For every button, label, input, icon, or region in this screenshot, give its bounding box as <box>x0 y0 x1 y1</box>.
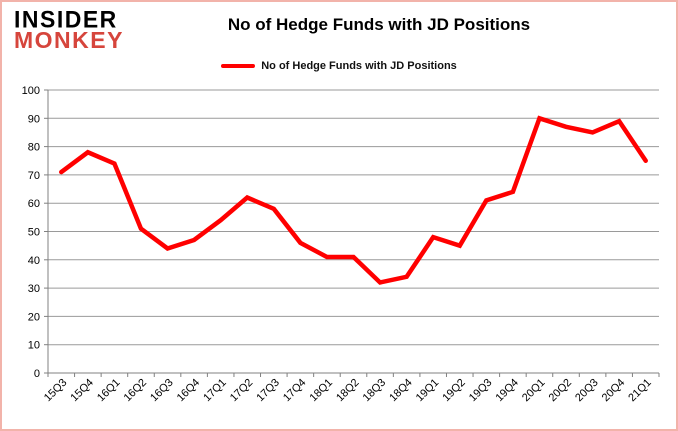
x-axis-label: 18Q2 <box>334 377 362 405</box>
x-axis-label: 17Q1 <box>201 377 229 405</box>
y-axis-label: 90 <box>28 113 40 125</box>
x-axis-label: 17Q2 <box>228 377 256 405</box>
logo-word-insider: INSIDER <box>14 5 118 33</box>
y-axis-label: 60 <box>28 198 40 210</box>
x-axis-label: 20Q3 <box>573 377 601 405</box>
x-axis-label: 19Q4 <box>493 377 521 405</box>
y-axis-label: 100 <box>22 85 40 97</box>
legend-line-marker <box>221 64 256 68</box>
logo-word-monkey: MONKEY <box>14 27 124 54</box>
x-axis-label: 15Q4 <box>68 377 96 405</box>
y-axis-label: 80 <box>28 142 40 154</box>
x-axis-label: 16Q1 <box>95 377 123 405</box>
y-axis-label: 30 <box>28 283 40 295</box>
x-axis-label: 18Q3 <box>361 377 389 405</box>
x-axis-label: 19Q2 <box>440 377 468 405</box>
x-axis-label: 15Q3 <box>42 377 70 405</box>
x-axis-label: 21Q1 <box>626 377 654 405</box>
x-axis-label: 17Q3 <box>254 377 282 405</box>
y-axis-label: 70 <box>28 170 40 182</box>
legend-label: No of Hedge Funds with JD Positions <box>261 60 457 72</box>
x-axis-label: 20Q1 <box>520 377 548 405</box>
y-axis-label: 40 <box>28 255 40 267</box>
x-axis-label: 17Q4 <box>281 377 309 405</box>
x-axis-label: 16Q4 <box>175 377 203 405</box>
x-axis-label: 18Q1 <box>308 377 336 405</box>
y-axis-label: 0 <box>34 368 40 380</box>
insider-monkey-logo: INSIDER MONKEY <box>14 5 124 54</box>
y-axis-label: 20 <box>28 311 40 323</box>
x-axis-label: 20Q4 <box>600 377 628 405</box>
y-axis-label: 10 <box>28 340 40 352</box>
x-axis-label: 19Q1 <box>414 377 442 405</box>
x-axis-label: 20Q2 <box>547 377 575 405</box>
data-line-series <box>59 115 648 285</box>
legend: No of Hedge Funds with JD Positions <box>2 60 676 72</box>
x-axis-label: 16Q2 <box>122 377 150 405</box>
x-axis-label: 16Q3 <box>148 377 176 405</box>
x-axis-label: 19Q3 <box>467 377 495 405</box>
y-axis-label: 50 <box>28 227 40 239</box>
x-axis-label: 18Q4 <box>387 377 415 405</box>
chart-title: No of Hedge Funds with JD Positions <box>227 15 531 34</box>
